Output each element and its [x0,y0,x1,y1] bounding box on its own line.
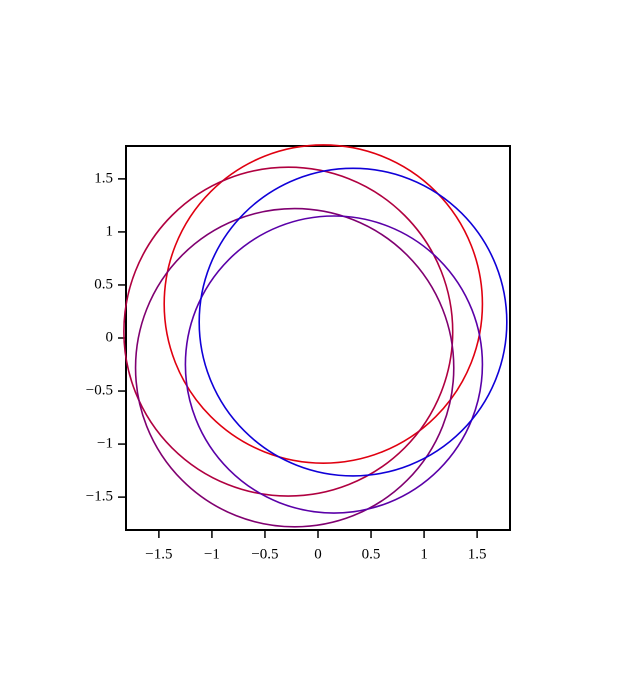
x-tick-label: −1.5 [145,546,172,562]
x-tick-label: −1 [204,546,220,562]
y-tick-label: 1 [106,223,114,239]
x-tick-label: 0.5 [362,546,381,562]
x-tick-label: 1.5 [468,546,487,562]
x-tick-label: 0 [314,546,322,562]
circle-curve [198,167,508,477]
x-tick-label: −0.5 [251,546,278,562]
circle-curve [163,144,484,464]
y-tick-label: −0.5 [86,382,113,398]
y-tick-label: −1 [97,436,113,452]
x-tick-label: 1 [420,546,428,562]
circle-curve [134,207,455,528]
y-tick-label: 0.5 [94,276,113,292]
y-tick-label: 0 [106,329,114,345]
y-tick-label: 1.5 [94,170,113,186]
circle-curve [184,215,484,514]
circle-curve [123,166,454,497]
y-tick-label: −1.5 [86,489,113,505]
